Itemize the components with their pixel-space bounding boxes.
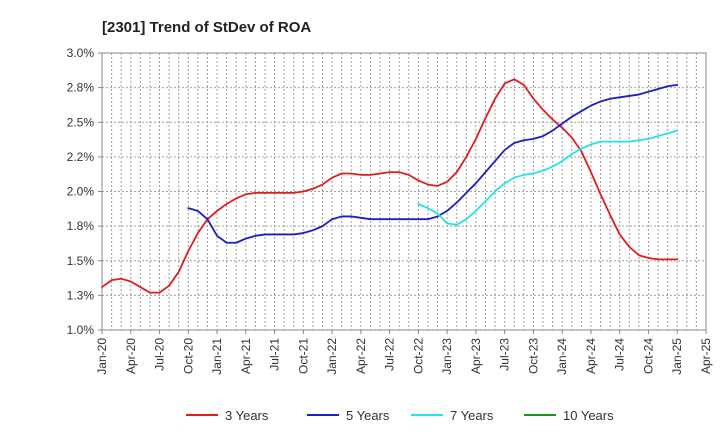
y-tick-label: 1.5% [67,254,95,268]
y-tick-label: 2.2% [67,150,95,164]
y-tick-label: 1.0% [67,323,95,337]
x-tick-label: Oct-24 [641,338,655,374]
x-tick-label: Jan-23 [440,338,454,375]
legend: 3 Years 5 Years 7 Years 10 Years [186,408,614,423]
y-tick-label: 1.8% [67,219,95,233]
legend-label: 7 Years [450,408,494,423]
x-tick-label: Oct-22 [411,338,425,374]
x-tick-label: Apr-24 [584,338,598,374]
x-tick-label: Jan-20 [95,338,109,375]
series-line [101,78,679,294]
x-tick-label: Apr-22 [354,338,368,374]
y-axis: 1.0% 1.3% 1.5% 1.8% 2.0% 2.2% 2.5% 2.8% 3.0% [67,46,102,337]
x-axis: Jan-20 Apr-20 Jul-20 Oct-20 Jan-21 Apr-21 Jul-… [95,330,713,375]
y-tick-label: 1.3% [67,288,95,302]
x-tick-label: Jul-22 [383,338,397,371]
x-tick-label: Jan-22 [325,338,339,375]
x-tick-label: Jul-21 [268,338,282,371]
y-tick-label: 3.0% [67,46,95,60]
x-tick-label: Jan-21 [210,338,224,375]
x-tick-label: Apr-23 [469,338,483,374]
legend-label: 3 Years [225,408,269,423]
y-tick-label: 2.0% [67,185,95,199]
x-tick-label: Jul-20 [153,338,167,371]
series-line [187,83,679,244]
x-tick-label: Oct-20 [181,338,195,374]
x-tick-label: Apr-20 [124,338,138,374]
legend-label: 10 Years [563,408,614,423]
grid-lines [102,52,706,331]
x-tick-label: Jul-23 [498,338,512,371]
y-tick-label: 2.5% [67,115,95,129]
x-tick-label: Apr-25 [699,338,713,374]
series-line [417,129,679,226]
x-tick-label: Oct-23 [526,338,540,374]
chart-title: [2301] Trend of StDev of ROA [102,19,311,36]
legend-label: 5 Years [346,408,390,423]
y-tick-label: 2.8% [67,81,95,95]
x-tick-label: Jan-24 [555,338,569,375]
x-tick-label: Oct-21 [296,338,310,374]
x-tick-label: Jul-24 [613,338,627,371]
series-lines [101,78,679,294]
x-tick-label: Jan-25 [670,338,684,375]
x-tick-label: Apr-21 [239,338,253,374]
